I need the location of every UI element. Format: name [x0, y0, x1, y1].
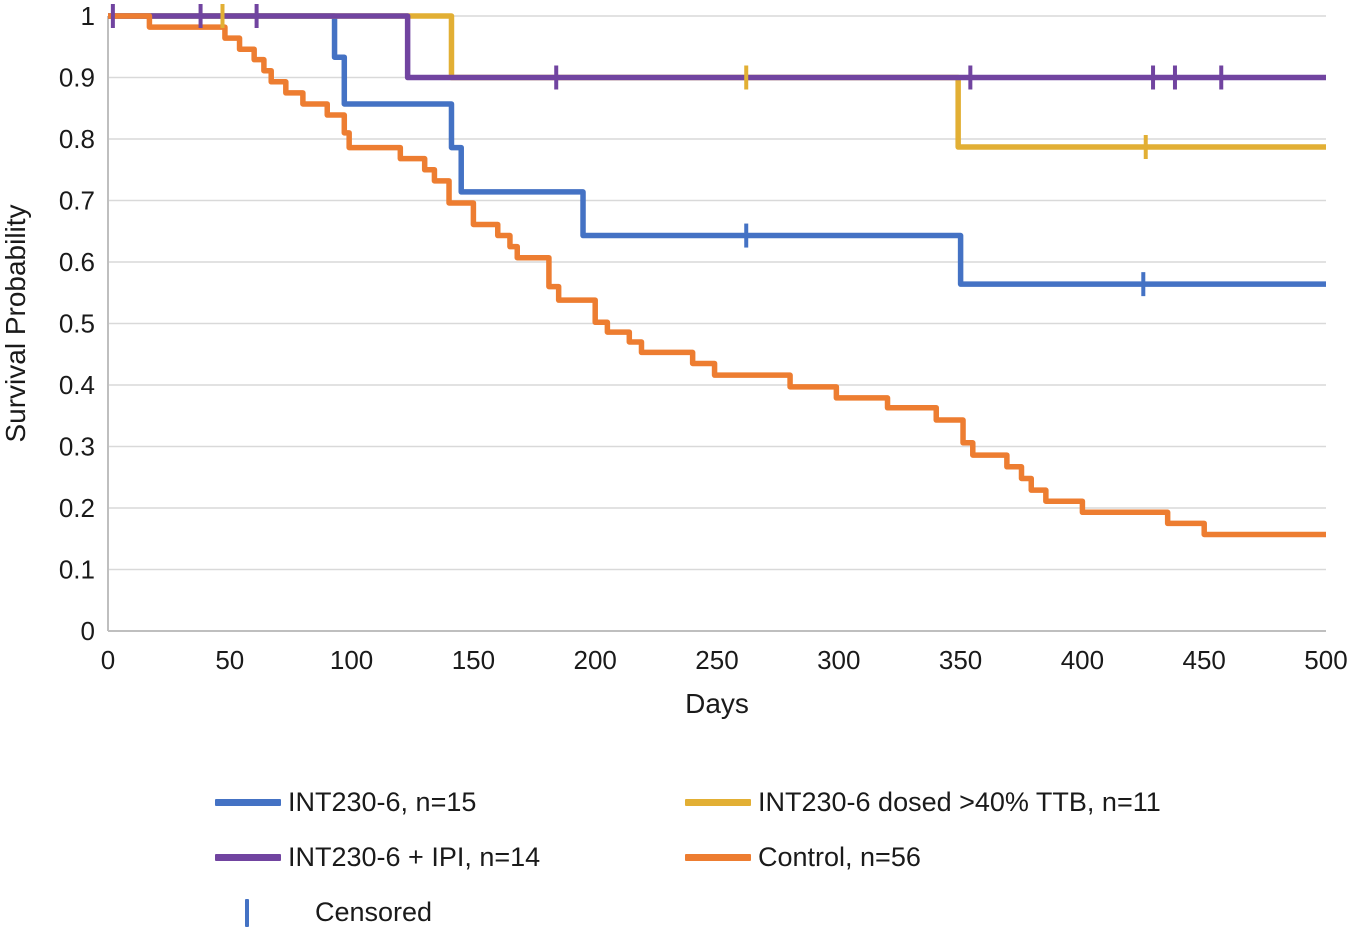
y-tick-label: 0.3: [59, 432, 95, 462]
x-tick-label: 150: [452, 645, 495, 675]
y-tick-label: 0.4: [59, 370, 95, 400]
legend-swatch-int230-6: [215, 799, 281, 806]
y-tick-label: 0.5: [59, 309, 95, 339]
x-tick-label: 0: [101, 645, 115, 675]
x-tick-label: 200: [574, 645, 617, 675]
legend-item-censored: Censored: [215, 885, 540, 927]
x-tick-label: 400: [1061, 645, 1104, 675]
legend-label-control: Control, n=56: [758, 842, 921, 872]
y-tick-label: 0: [81, 616, 95, 646]
legend-swatch-ttb: [685, 799, 751, 806]
x-tick-label: 100: [330, 645, 373, 675]
y-tick-label: 0.2: [59, 493, 95, 523]
legend-label-int230-6-ipi: INT230-6 + IPI, n=14: [288, 842, 541, 872]
y-tick-label: 0.6: [59, 247, 95, 277]
legend-item-control: Control, n=56: [685, 830, 1161, 885]
y-tick-label: 0.1: [59, 555, 95, 585]
x-tick-label: 350: [939, 645, 982, 675]
x-tick-label: 450: [1183, 645, 1226, 675]
x-tick-label: 500: [1304, 645, 1347, 675]
legend-swatch-int230-6-ipi: [215, 854, 281, 861]
legend-item-int230-6: INT230-6, n=15: [215, 775, 540, 830]
legend-label-int230-6: INT230-6, n=15: [288, 787, 477, 817]
legend-item-int230-6-ipi: INT230-6 + IPI, n=14: [215, 830, 540, 885]
y-tick-label: 0.8: [59, 124, 95, 154]
legend-swatch-control: [685, 854, 751, 861]
legend-column-left: INT230-6, n=15 INT230-6 + IPI, n=14 Cens…: [215, 775, 540, 927]
series-line-int230-6-dosed-40-ttb: [108, 13, 1326, 150]
series-line-control: [108, 13, 1326, 538]
series-line-int230-6-ipi: [108, 13, 1326, 81]
series-line-int230-6: [108, 13, 1326, 287]
legend-label-ttb: INT230-6 dosed >40% TTB, n=11: [758, 787, 1161, 817]
x-tick-label: 300: [817, 645, 860, 675]
y-axis-title: Survival Probability: [0, 204, 31, 442]
legend-item-ttb: INT230-6 dosed >40% TTB, n=11: [685, 775, 1161, 830]
legend-label-censored: Censored: [315, 897, 433, 927]
x-tick-label: 50: [215, 645, 244, 675]
y-tick-label: 1: [81, 1, 95, 31]
y-tick-label: 0.9: [59, 63, 95, 93]
legend-column-right: INT230-6 dosed >40% TTB, n=11 Control, n…: [685, 775, 1161, 885]
y-tick-label: 0.7: [59, 186, 95, 216]
censored-tick-icon: [245, 898, 249, 927]
km-plot-area: 0 0.1 0.2 0.3 0.4 0.5 0.6 0.7 0.8 0.9 1 0 50 100 150 20…: [0, 1, 1348, 719]
x-axis-title: Days: [685, 688, 749, 719]
x-tick-label: 250: [695, 645, 738, 675]
